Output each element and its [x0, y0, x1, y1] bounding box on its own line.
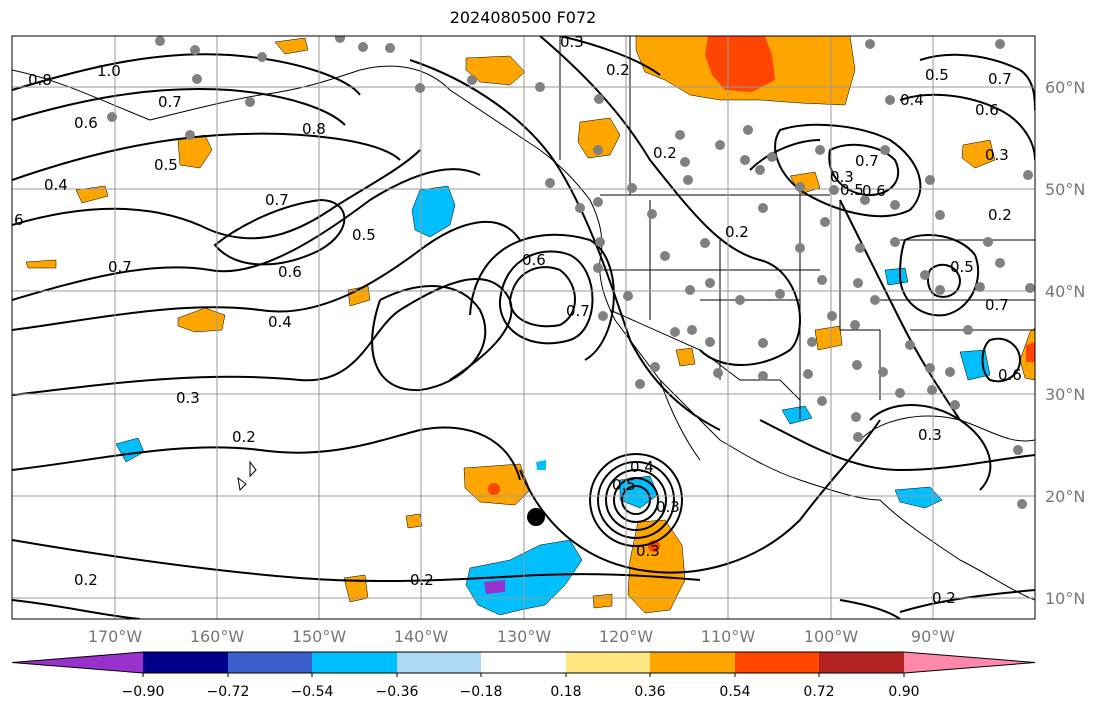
contour-label: 0.8 [302, 120, 326, 138]
contour-label: 0.4 [900, 91, 924, 109]
lat-label: 20°N [1045, 487, 1085, 506]
colorbar-segment [481, 652, 566, 673]
colorbar-tick-label: −0.90 [122, 684, 165, 700]
lat-labels: 60°N 50°N 40°N 30°N 20°N 10°N [1045, 78, 1085, 608]
contour-label: 0.4 [44, 176, 68, 194]
contour-label: 0.3 [985, 146, 1009, 164]
contour-label-group: 0.3 0.2 0.8 1.0 0.6 0.4 6 0.7 0.5 0.8 0.… [14, 33, 1022, 607]
colorbar-tick-label: 0.72 [803, 684, 834, 700]
contour-label: 0.6 [998, 366, 1022, 384]
contour-label: 0.5 [840, 181, 864, 199]
shaded-field [25, 36, 1035, 616]
colorbar-segment [143, 652, 228, 673]
colorbar-segment [566, 652, 650, 673]
lon-label: 130°W [497, 627, 552, 646]
contour-label: 0.6 [522, 251, 546, 269]
colorbar-tick-label: 0.90 [888, 684, 919, 700]
colorbar: −0.90 −0.72 −0.54 −0.36 −0.18 0.18 0.36 0.54 0.7… [11, 651, 1036, 700]
colorbar-tick-label: −0.54 [291, 684, 334, 700]
contour-label: 0.8 [28, 71, 52, 89]
contour-label: 0.5 [352, 226, 376, 244]
colorbar-segment [12, 652, 143, 673]
lon-label: 140°W [394, 627, 449, 646]
contour-label: 0.2 [606, 61, 630, 79]
colorbar-segment [735, 652, 819, 673]
contour-label: 0.5 [925, 66, 949, 84]
grid-lines [12, 36, 1035, 619]
lon-label: 120°W [599, 627, 654, 646]
contour-lines [12, 36, 1035, 619]
colorbar-tick-label: −0.72 [207, 684, 250, 700]
lon-label: 170°W [88, 627, 143, 646]
contour-label: 0.4 [268, 313, 292, 331]
contour-label: 0.6 [862, 182, 886, 200]
contour-label: 0.7 [265, 191, 289, 209]
colorbar-segment [819, 652, 904, 673]
contour-label: 0.2 [232, 428, 256, 446]
lon-label: 160°W [190, 627, 245, 646]
contour-label: 0.2 [410, 571, 434, 589]
contour-label: 0.5 [950, 258, 974, 276]
lon-label: 110°W [701, 627, 756, 646]
contour-label: 0.2 [653, 144, 677, 162]
contour-label: 0.3 [830, 168, 854, 186]
colorbar-segment [904, 652, 1035, 673]
lat-label: 10°N [1045, 589, 1085, 608]
map-frame [11, 35, 1036, 620]
contour-label: 0.4 [630, 458, 654, 476]
contour-label: 0.2 [725, 223, 749, 241]
contour-label: 0.3 [656, 498, 680, 516]
colorbar-segment [650, 652, 735, 673]
colorbar-segment [312, 652, 397, 673]
lon-label: 150°W [292, 627, 347, 646]
lat-label: 50°N [1045, 180, 1085, 199]
contour-label: 0.5 [612, 476, 636, 494]
contour-label: 0.7 [158, 93, 182, 111]
colorbar-tick-label: −0.36 [376, 684, 419, 700]
lat-label: 60°N [1045, 78, 1085, 97]
contour-label: 0.7 [108, 258, 132, 276]
contour-label: 0.7 [855, 152, 879, 170]
contour-label: 0.3 [560, 33, 584, 51]
contour-label: 1.0 [97, 62, 121, 80]
colorbar-tick-label: 0.36 [634, 684, 665, 700]
contour-label: 0.6 [975, 101, 999, 119]
colorbar-segment [397, 652, 481, 673]
contour-label: 0.2 [932, 589, 956, 607]
map-title: 2024080500 F072 [449, 8, 597, 27]
coastlines [12, 36, 1035, 601]
contour-label: 0.7 [566, 302, 590, 320]
lon-label: 90°W [911, 627, 955, 646]
lon-labels: 170°W 160°W 150°W 140°W 130°W 120°W 110°… [88, 627, 955, 646]
map-area [12, 36, 1035, 619]
contour-label: 0.6 [278, 263, 302, 281]
contour-label: 0.2 [74, 571, 98, 589]
contour-label: 6 [14, 211, 24, 229]
contour-label: 0.7 [985, 296, 1009, 314]
center-marker [527, 508, 545, 526]
station-dots [107, 36, 1035, 509]
contour-label: 0.3 [918, 426, 942, 444]
contour-label: 0.7 [988, 70, 1012, 88]
colorbar-segment [228, 652, 312, 673]
contour-label: 0.2 [988, 206, 1012, 224]
contour-label: 0.3 [176, 389, 200, 407]
contour-label: 0.5 [154, 156, 178, 174]
contour-label: 0.6 [74, 114, 98, 132]
colorbar-tick-label: 0.54 [719, 684, 750, 700]
lon-label: 100°W [804, 627, 859, 646]
colorbar-tick-label: −0.18 [460, 684, 503, 700]
colorbar-tick-label: 0.18 [550, 684, 581, 700]
lat-label: 30°N [1045, 385, 1085, 404]
lat-label: 40°N [1045, 282, 1085, 301]
contour-label: 0.3 [636, 542, 660, 560]
